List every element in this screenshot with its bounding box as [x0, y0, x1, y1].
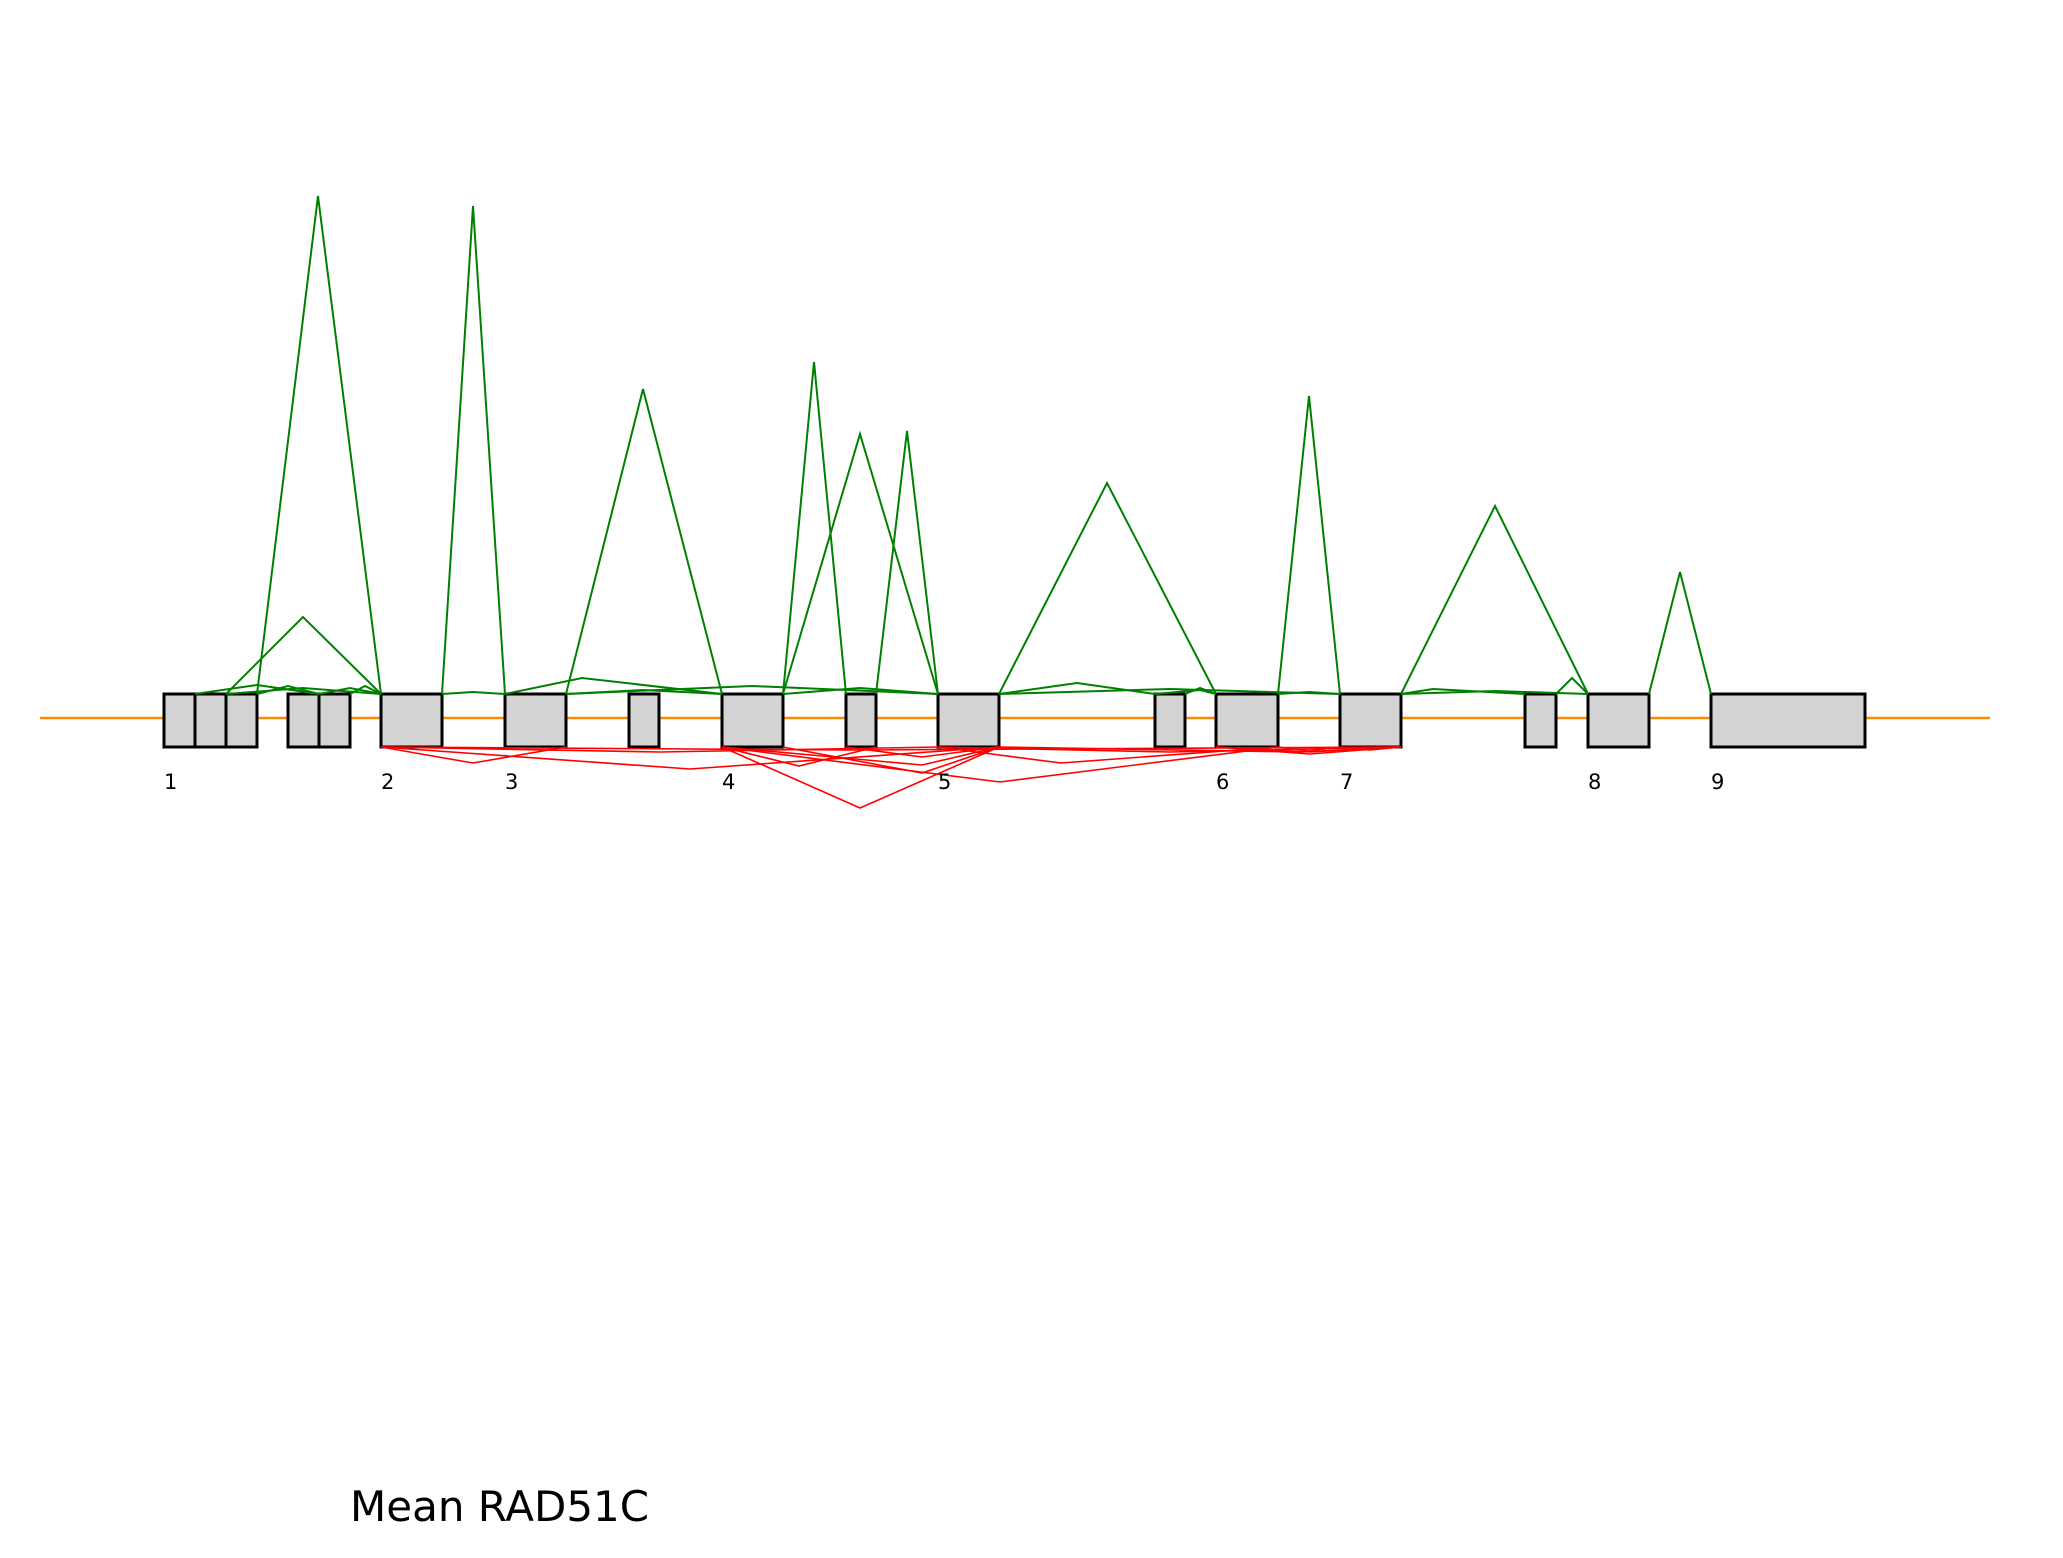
exon-box	[1153, 692, 1187, 749]
junction-arc-up	[1400, 503, 1589, 695]
exon-box	[1338, 692, 1403, 749]
junction-arc-up	[782, 430, 939, 695]
junction-arc-down	[721, 746, 1000, 809]
exon-box	[1214, 692, 1280, 749]
exon-labels: 1 2 3 4 5 6 7 8 9	[164, 770, 1724, 794]
junction-arc-up	[1400, 687, 1526, 695]
exon-box	[1523, 692, 1558, 749]
junction-arc-up	[782, 361, 847, 695]
junction-arc-down	[937, 746, 1279, 764]
exon-label: 1	[164, 770, 177, 794]
exon-box	[162, 692, 197, 749]
exon-box	[503, 692, 568, 749]
exon-box	[627, 692, 661, 749]
junction-arc-up	[225, 686, 382, 695]
exon-box	[317, 692, 352, 749]
junction-arc-up	[441, 690, 506, 695]
junction-arc-up	[998, 480, 1217, 695]
exon-box	[224, 692, 259, 749]
junction-arc-up	[1154, 688, 1217, 695]
junction-arc-up	[782, 686, 939, 695]
junction-arc-up	[1648, 571, 1712, 695]
exon-label: 8	[1588, 770, 1601, 794]
junction-arc-down	[380, 746, 567, 764]
junction-arc-down	[380, 746, 1402, 751]
exon-box	[379, 692, 444, 749]
exon-box	[1586, 692, 1651, 749]
junction-arc-up	[441, 205, 506, 695]
exon-label: 5	[938, 770, 951, 794]
junction-arc-down	[782, 746, 1000, 774]
exon-label: 9	[1711, 770, 1724, 794]
exon-label: 2	[381, 770, 394, 794]
junction-arc-down	[721, 746, 877, 767]
junction-arc-up	[225, 615, 382, 695]
exon-box	[936, 692, 1001, 749]
exon-box	[844, 692, 878, 749]
exon-label: 6	[1216, 770, 1229, 794]
junction-arc-down	[721, 746, 1000, 766]
junctions-above	[194, 195, 1712, 695]
junction-arc-up	[1277, 395, 1341, 695]
junction-arc-up	[565, 684, 939, 695]
junction-arc-up	[875, 430, 939, 695]
junction-arc-up	[256, 195, 382, 695]
exon-boxes	[162, 692, 1867, 749]
diagram-title: Mean RAD51C	[350, 1482, 649, 1531]
exon-label: 3	[505, 770, 518, 794]
exon-box	[193, 692, 228, 749]
junction-arc-down	[721, 746, 1279, 783]
junction-arc-up	[318, 686, 382, 695]
junctions-below	[380, 746, 1402, 809]
junction-arc-up	[1555, 676, 1589, 695]
junction-arc-down	[380, 746, 939, 753]
junction-arc-up	[194, 683, 320, 695]
exon-label: 7	[1340, 770, 1353, 794]
junction-arc-up	[565, 388, 723, 695]
exon-box	[1709, 692, 1867, 749]
exon-label: 4	[722, 770, 735, 794]
exon-box	[286, 692, 321, 749]
junction-arc-up	[998, 687, 1341, 695]
junction-arc-up	[1277, 690, 1341, 695]
exon-box	[720, 692, 785, 749]
